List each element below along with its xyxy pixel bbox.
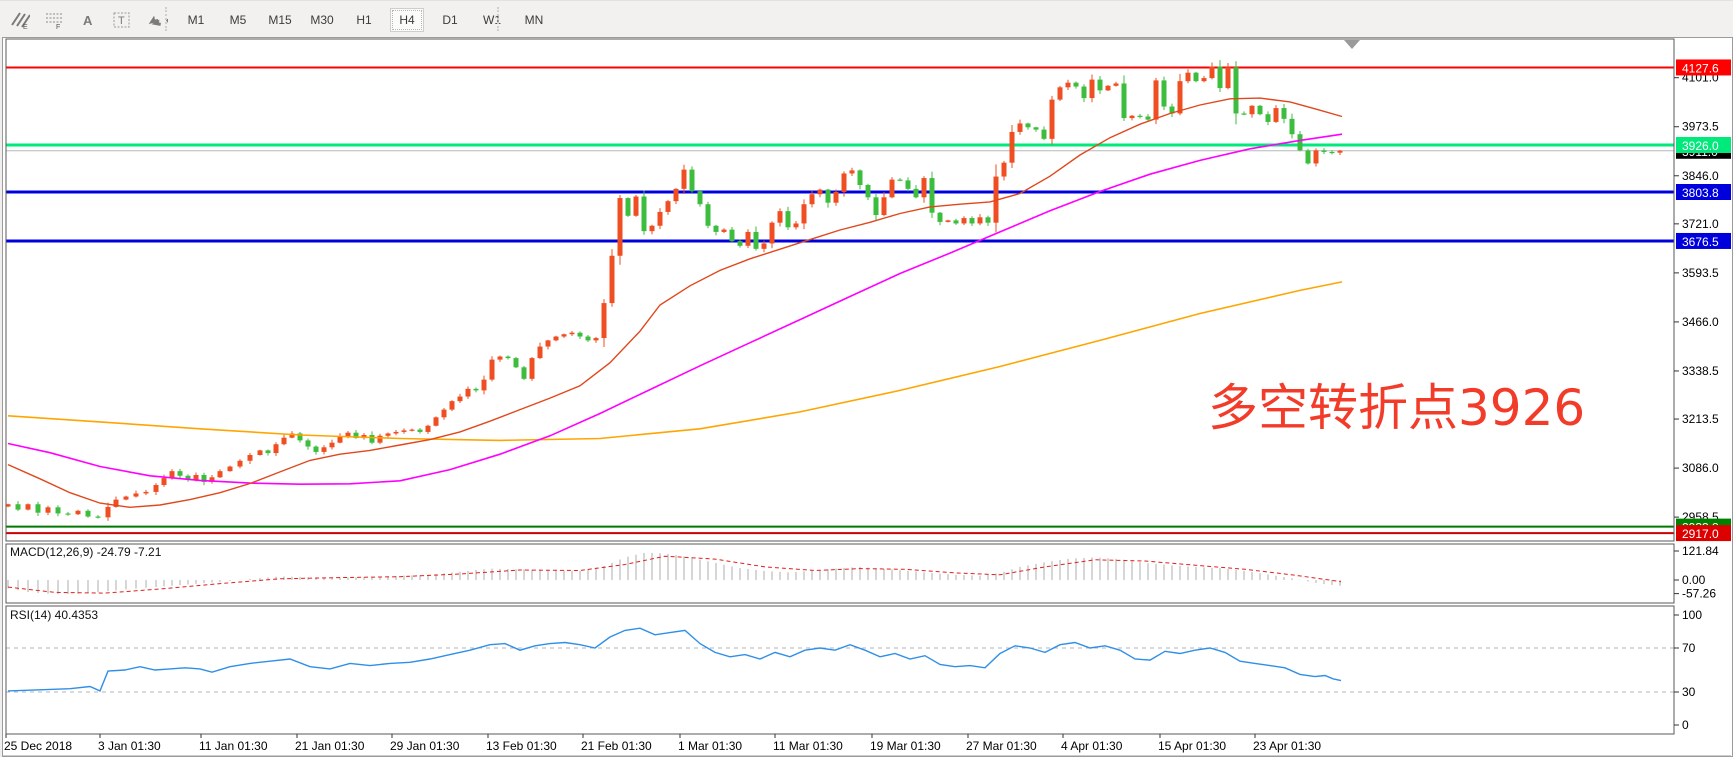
chart-shift-marker-icon[interactable] xyxy=(1344,40,1360,49)
price-tick-label: 3213.5 xyxy=(1682,412,1719,426)
ma-slow-line xyxy=(7,281,1343,442)
price-badge-3676.5: 3676.5 xyxy=(1676,232,1731,249)
text-box-tool-icon[interactable]: T xyxy=(110,9,134,31)
timeframe-button-w1[interactable]: W1 xyxy=(483,13,501,27)
price-tick-label: 3086.0 xyxy=(1682,461,1719,475)
rsi-tick-label: 70 xyxy=(1682,641,1696,655)
macd-tick-label: -57.26 xyxy=(1682,587,1716,601)
rsi-tick-label: 30 xyxy=(1682,685,1696,699)
svg-text:A: A xyxy=(83,13,93,28)
svg-text:F: F xyxy=(56,24,60,29)
timeframe-button-mn[interactable]: MN xyxy=(524,13,544,27)
rsi-tick-label: 100 xyxy=(1682,608,1702,622)
svg-text:T: T xyxy=(118,15,125,27)
main-price-pane[interactable] xyxy=(6,60,1675,535)
price-tick-label: 3338.5 xyxy=(1682,364,1719,378)
timeframe-button-m5[interactable]: M5 xyxy=(229,13,247,27)
timeframe-button-h4[interactable]: H4 xyxy=(390,8,424,32)
svg-text:3676.5: 3676.5 xyxy=(1682,235,1719,249)
svg-text:3803.8: 3803.8 xyxy=(1682,186,1719,200)
price-tick-label: 3466.0 xyxy=(1682,315,1719,329)
toolbar-separator xyxy=(497,7,504,31)
time-tick-label: 29 Jan 01:30 xyxy=(390,739,460,753)
rsi-line xyxy=(7,627,1342,692)
ma-mid-line xyxy=(7,133,1343,486)
timeframe-button-m1[interactable]: M1 xyxy=(187,13,205,27)
time-tick-label: 21 Jan 01:30 xyxy=(295,739,365,753)
timeframes-group: M1 M5 M15 M30 H1 H4 D1 W1 MN xyxy=(180,8,550,32)
crosshair-tool-icon[interactable]: E xyxy=(8,9,32,31)
price-badge-3803.8: 3803.8 xyxy=(1676,184,1731,200)
time-tick-label: 19 Mar 01:30 xyxy=(870,739,941,753)
price-tick-label: 3593.5 xyxy=(1682,266,1719,280)
toolbar: E F A T M1 M5 M15 M30 H1 H4 D1 W1 MN xyxy=(0,0,1733,38)
macd-tick-label: 121.84 xyxy=(1682,544,1719,558)
price-axis[interactable]: 4101.03973.53846.03721.03593.53466.03338… xyxy=(1674,59,1731,732)
time-tick-label: 21 Feb 01:30 xyxy=(581,739,652,753)
candles xyxy=(6,60,1343,521)
timeframe-button-m15[interactable]: M15 xyxy=(268,13,292,27)
time-tick-label: 4 Apr 01:30 xyxy=(1061,739,1123,753)
timeframe-button-d1[interactable]: D1 xyxy=(442,13,458,27)
svg-text:E: E xyxy=(23,24,28,29)
rsi-label: RSI(14) 40.4353 xyxy=(10,608,98,622)
macd-pane[interactable] xyxy=(7,552,1342,595)
timeframe-button-h1[interactable]: H1 xyxy=(356,13,372,27)
time-tick-label: 27 Mar 01:30 xyxy=(966,739,1037,753)
price-tick-label: 3973.5 xyxy=(1682,120,1719,134)
price-badge-3926.0: 3926.0 xyxy=(1676,137,1731,153)
macd-label: MACD(12,26,9) -24.79 -7.21 xyxy=(10,545,162,559)
price-badge-2917.0: 2917.0 xyxy=(1676,525,1731,542)
macd-tick-label: 0.00 xyxy=(1682,573,1706,587)
time-tick-label: 11 Jan 01:30 xyxy=(199,739,268,753)
rsi-tick-label: 0 xyxy=(1682,718,1689,732)
chart-annotation-text: 多空转折点3926 xyxy=(1208,379,1586,437)
ma-fast-line xyxy=(7,97,1343,509)
time-tick-label: 15 Apr 01:30 xyxy=(1158,739,1226,753)
time-tick-label: 23 Apr 01:30 xyxy=(1253,739,1321,753)
svg-text:2917.0: 2917.0 xyxy=(1682,527,1719,541)
price-tick-label: 3846.0 xyxy=(1682,169,1719,183)
pane-borders xyxy=(3,38,1731,757)
svg-text:3926.0: 3926.0 xyxy=(1682,139,1719,153)
time-tick-label: 1 Mar 01:30 xyxy=(678,739,742,753)
text-label-tool-icon[interactable]: A xyxy=(76,9,100,31)
price-badge-4127.6: 4127.6 xyxy=(1676,59,1731,76)
time-axis[interactable]: 25 Dec 2018 3 Jan 01:30 11 Jan 01:30 21 Jan… xyxy=(4,734,1321,753)
time-tick-label: 13 Feb 01:30 xyxy=(486,739,557,753)
fibonacci-tool-icon[interactable]: F xyxy=(42,9,66,31)
svg-text:4127.6: 4127.6 xyxy=(1682,61,1719,75)
timeframe-button-m30[interactable]: M30 xyxy=(310,13,334,27)
rsi-pane[interactable] xyxy=(6,627,1674,693)
price-tick-label: 3721.0 xyxy=(1682,217,1719,231)
macd-signal-line xyxy=(7,555,1342,594)
toolbar-separator xyxy=(165,7,172,31)
time-tick-label: 3 Jan 01:30 xyxy=(98,739,161,753)
time-tick-label: 25 Dec 2018 xyxy=(4,739,72,753)
time-tick-label: 11 Mar 01:30 xyxy=(773,739,843,753)
